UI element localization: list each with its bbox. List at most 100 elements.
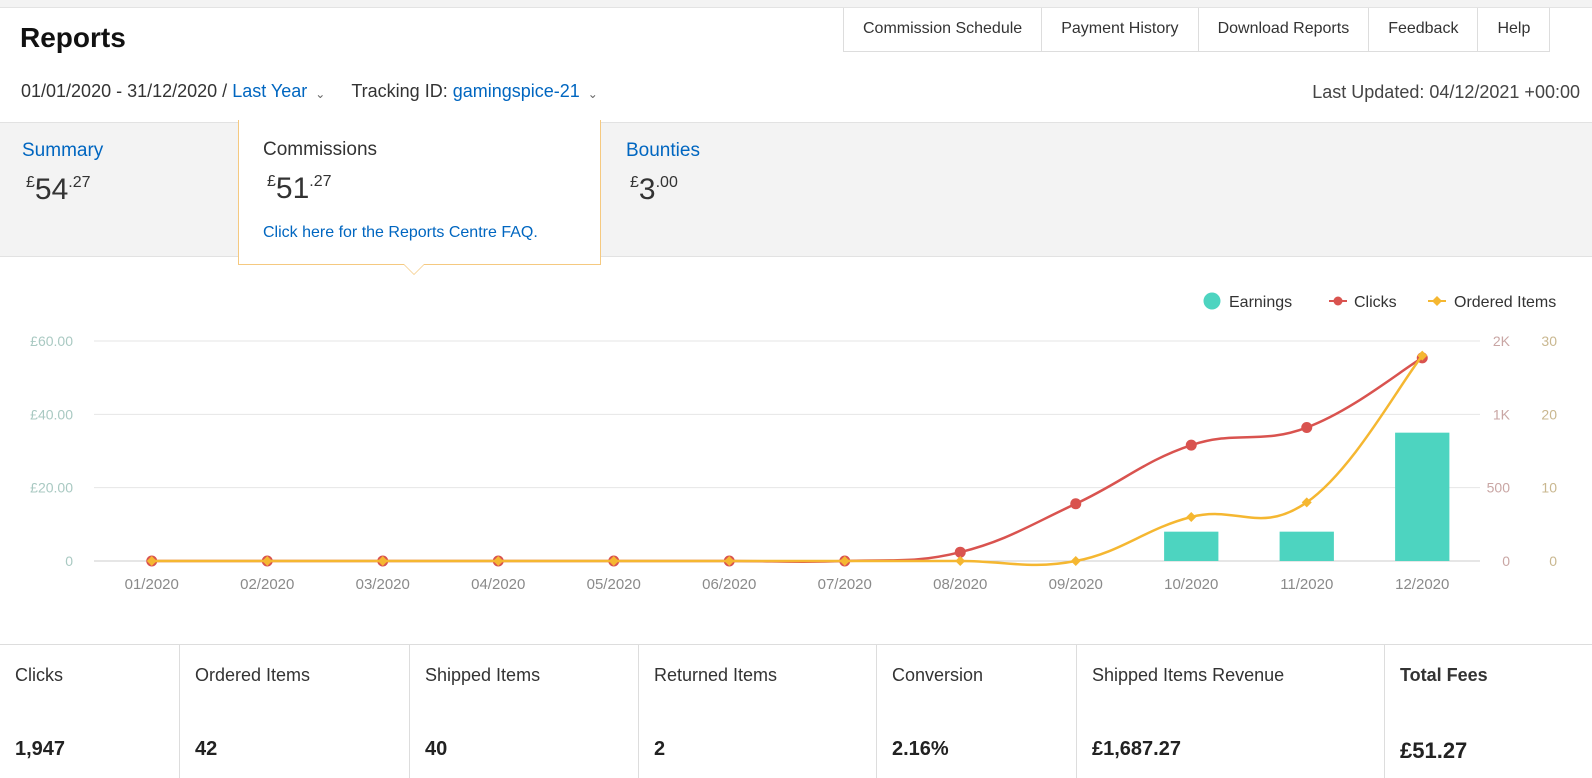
earnings-bar [1395,432,1450,561]
x-tick-label: 05/2020 [587,576,641,593]
legend-clicks-marker [1333,296,1343,306]
tracking-id-label: Tracking ID: [351,81,448,101]
ordered-items-point [1070,556,1081,566]
stat-label: Total Fees [1400,665,1488,685]
page-title: Reports [20,22,126,53]
stat-value: 40 [425,738,448,760]
summary-amount: £54.27 [26,173,91,206]
legend-label: Clicks [1354,294,1397,311]
stat-label: Shipped Items Revenue [1092,665,1285,685]
x-tick-label: 10/2020 [1164,576,1218,593]
ordered-items-point [146,556,157,566]
ordered-items-point [262,556,273,566]
ordered-items-point [493,556,504,566]
stat-value: 1,947 [15,738,66,760]
feedback-link[interactable]: Feedback [1368,8,1477,51]
y-tick-label-right: 0 [1549,553,1557,569]
commission-schedule-link[interactable]: Commission Schedule [863,20,1023,37]
x-tick-label: 04/2020 [471,576,525,593]
ordered-items-line [151,354,1424,567]
y-tick-label-right: 30 [1541,333,1557,349]
clicks-point [1301,422,1313,434]
stat-shipped-items-revenue: Shipped Items Revenue £1,687.27 [1076,645,1384,778]
ordered-items-point [1186,512,1197,522]
y-tick-label-right: 20 [1541,406,1557,422]
stat-label: Conversion [892,665,984,685]
bounties-amount: £3.00 [630,173,678,206]
x-tick-label: 09/2020 [1049,576,1103,593]
chevron-down-icon[interactable]: ⌄ [587,86,598,101]
stat-value: £1,687.27 [1092,738,1181,760]
y-tick-label-right: 500 [1487,480,1511,496]
y-tick-label-left: 0 [65,553,73,569]
ordered-items-point [955,556,966,566]
x-tick-label: 07/2020 [818,576,872,593]
x-tick-label: 06/2020 [702,576,756,593]
stat-ordered-items: Ordered Items 42 [179,645,409,778]
earnings-bar [1279,531,1334,561]
y-tick-label-right: 0 [1502,553,1510,569]
x-tick-label: 12/2020 [1395,576,1449,593]
top-navigation: Commission Schedule Payment History Down… [843,8,1551,52]
ordered-items-point [1301,497,1312,508]
stats-bar: Clicks 1,947 Ordered Items 42 Shipped It… [0,644,1592,778]
clicks-point [1070,498,1082,510]
x-tick-label: 03/2020 [356,576,410,593]
stat-conversion: Conversion 2.16% [876,645,1076,778]
earnings-bar [1164,531,1219,561]
payment-history-link[interactable]: Payment History [1041,8,1197,51]
tab-label[interactable]: Summary [22,140,104,161]
legend-label: Earnings [1229,294,1292,311]
last-updated: Last Updated: 04/12/2021 +00:00 [1312,82,1580,102]
ordered-items-point [839,556,850,566]
tab-label[interactable]: Bounties [626,140,700,161]
tab-summary[interactable]: Summary £54.27 [22,123,222,258]
stat-value: 2.16% [892,738,949,760]
stat-label: Shipped Items [425,665,541,685]
stat-total-fees: Total Fees £51.27 [1384,645,1592,778]
y-tick-label-right: 1K [1493,406,1511,422]
legend-ordered-items-marker [1432,296,1442,306]
x-tick-label: 11/2020 [1280,576,1333,593]
tab-pointer-fill [404,264,424,274]
tab-bounties[interactable]: Bounties £3.00 [626,123,826,258]
faq-link[interactable]: Click here for the Reports Centre FAQ. [263,224,538,241]
help-link[interactable]: Help [1477,8,1549,51]
y-tick-label-right: 10 [1541,480,1557,496]
ordered-items-point [608,556,619,566]
legend-earnings-marker [1203,292,1221,310]
y-tick-label-left: £20.00 [30,480,73,496]
earnings-chart: 0 £20.00 £40.00 £60.00 0 500 1K 2K 0 10 20 30 01/202… [30,292,1557,593]
top-border [0,0,1592,8]
stat-label: Returned Items [654,665,778,685]
stat-shipped-items: Shipped Items 40 [409,645,638,778]
ordered-items-point [1417,350,1428,361]
x-tick-label: 01/2020 [125,576,179,593]
stat-clicks: Clicks 1,947 [0,645,179,778]
stat-value: 42 [195,738,218,760]
stat-label: Clicks [15,665,63,685]
y-tick-label-left: £60.00 [30,333,73,349]
stat-returned-items: Returned Items 2 [638,645,876,778]
stat-value: £51.27 [1400,738,1468,763]
tracking-id-dropdown[interactable]: gamingspice-21 [452,81,580,101]
y-tick-label-left: £40.00 [30,406,73,422]
tab-commissions[interactable]: Commissions £51.27 Click here for the Re… [238,120,601,275]
commissions-amount: £51.27 [267,172,332,205]
ordered-items-point [724,556,735,566]
y-tick-label-right: 2K [1493,333,1511,349]
clicks-point [954,546,966,558]
tab-label: Commissions [263,139,378,160]
download-reports-link[interactable]: Download Reports [1197,8,1369,51]
x-tick-label: 08/2020 [933,576,987,593]
chevron-down-icon[interactable]: ⌄ [315,86,326,101]
date-range: 01/01/2020 - 31/12/2020 / [21,81,228,101]
clicks-line [151,356,1423,564]
stat-value: 2 [654,738,666,760]
stat-label: Ordered Items [195,665,311,685]
report-filters: 01/01/2020 - 31/12/2020 / Last Year ⌄ Tr… [21,81,624,102]
x-tick-label: 02/2020 [240,576,294,593]
clicks-point [1185,439,1197,451]
ordered-items-point [377,556,388,566]
period-dropdown[interactable]: Last Year [232,81,308,101]
